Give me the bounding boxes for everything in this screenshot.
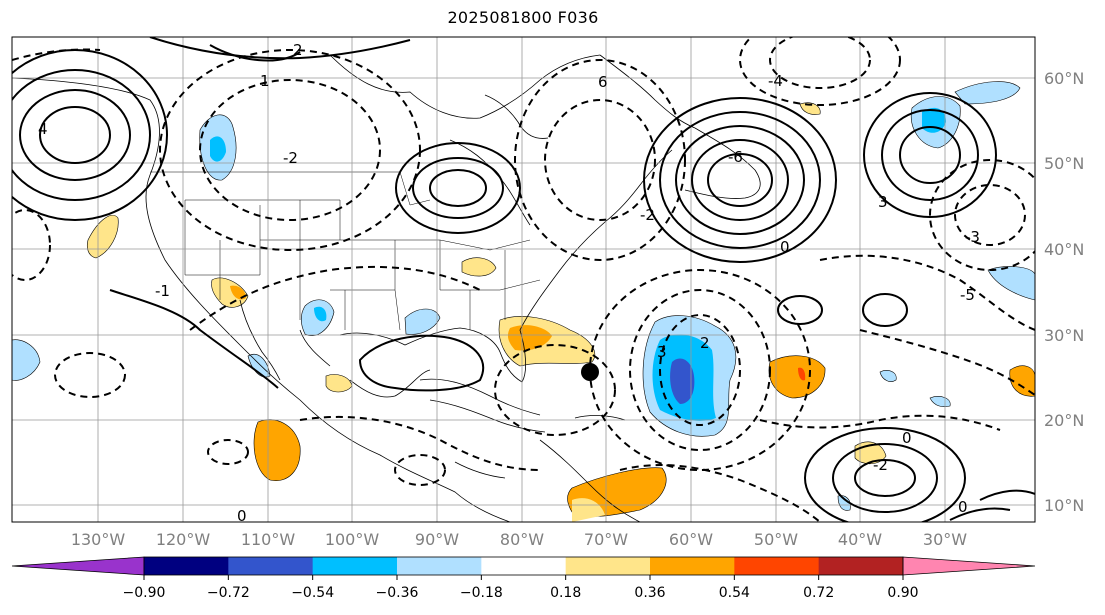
latitude-labels: 60°N 50°N 40°N 30°N 20°N 10°N — [1044, 69, 1084, 515]
colorbar: −0.90 −0.72 −0.54 −0.36 −0.18 0.18 0.36 0.54 0.7… — [11, 556, 1036, 601]
colorbar-bin — [565, 557, 651, 575]
contour-label: -1 — [155, 282, 170, 300]
lat-label: 50°N — [1044, 154, 1084, 173]
contour-label: 2 — [293, 41, 303, 59]
lon-label: 130°W — [71, 530, 126, 549]
colorbar-bin — [228, 557, 314, 575]
lon-label: 110°W — [241, 530, 296, 549]
map-panel: -2 -3 -1 0 1 2 -6 6 3 4 -4 -5 -2 0 -3 3 … — [12, 37, 1035, 525]
lon-label: 80°W — [500, 530, 544, 549]
contour-label: -2 — [873, 456, 888, 474]
contour-label: 3 — [878, 193, 888, 211]
negative-patch — [670, 358, 695, 404]
plot-title: 2025081800 F036 — [447, 8, 599, 27]
contour-label: 0 — [958, 498, 968, 516]
negative-patch — [314, 306, 327, 322]
contour-label: -5 — [960, 286, 975, 304]
lat-label: 30°N — [1044, 326, 1084, 345]
contour-label: 0 — [902, 429, 912, 447]
negative-patch — [954, 81, 1021, 105]
colorbar-tick-label: 0.36 — [634, 585, 665, 601]
positive-patch — [572, 498, 605, 522]
contour-label: -3 — [965, 228, 980, 246]
lon-label: 40°W — [838, 530, 882, 549]
colorbar-bin — [818, 557, 904, 575]
longitude-labels: 130°W 120°W 110°W 100°W 90°W 80°W 70°W 6… — [71, 530, 967, 549]
lon-label: 60°W — [669, 530, 713, 549]
positive-patch — [798, 367, 806, 381]
state-borders — [150, 171, 541, 331]
contour-label: 6 — [598, 73, 608, 91]
colorbar-bin — [650, 557, 735, 575]
colorbar-bin — [312, 557, 398, 575]
positive-patch — [253, 419, 301, 481]
lat-label: 20°N — [1044, 411, 1084, 430]
contour-label: 0 — [237, 507, 247, 525]
colorbar-tick-label: −0.72 — [207, 585, 250, 601]
negative-contours — [12, 37, 1035, 522]
colorbar-tick-label: −0.90 — [123, 585, 166, 601]
negative-patch — [210, 136, 226, 162]
colorbar-tick-label: 0.18 — [550, 585, 581, 601]
colorbar-tick-label: −0.36 — [376, 585, 419, 601]
negative-patch — [837, 495, 851, 511]
contour-label: 1 — [260, 72, 270, 90]
lat-label: 60°N — [1044, 69, 1084, 88]
colorbar-tick-label: 0.90 — [887, 585, 918, 601]
negative-patch — [879, 370, 897, 382]
lon-label: 120°W — [156, 530, 211, 549]
lon-label: 100°W — [325, 530, 380, 549]
colorbar-bin — [481, 557, 567, 575]
colorbar-bin — [144, 557, 229, 575]
negative-patch — [404, 308, 441, 335]
positive-contours — [12, 37, 1035, 522]
colorbar-bin — [397, 557, 482, 575]
colorbar-tick-label: −0.54 — [291, 585, 334, 601]
contour-label: -4 — [768, 72, 783, 90]
contour-label: 4 — [38, 120, 48, 138]
positive-patch — [799, 102, 821, 115]
lat-label: 10°N — [1044, 496, 1084, 515]
positive-patch — [211, 277, 249, 308]
colorbar-bin — [734, 557, 820, 575]
colorbar-extend-low — [11, 556, 145, 576]
contour-labels: -2 -3 -1 0 1 2 -6 6 3 4 -4 -5 -2 0 -3 3 … — [38, 41, 980, 525]
positive-patch — [507, 325, 552, 351]
storm-marker — [581, 363, 599, 381]
contour-label: 0 — [780, 238, 790, 256]
positive-patch — [461, 257, 497, 277]
shaded-fields — [12, 81, 1035, 522]
lat-label: 40°N — [1044, 240, 1084, 259]
lon-label: 30°W — [923, 530, 967, 549]
contour-label: -2 — [283, 149, 298, 167]
negative-patch — [987, 266, 1035, 301]
positive-patch — [86, 214, 119, 259]
positive-patch — [768, 355, 826, 399]
contour-label: 2 — [700, 334, 710, 352]
positive-patch — [1009, 365, 1035, 397]
colorbar-tick-label: 0.72 — [803, 585, 834, 601]
lon-label: 90°W — [415, 530, 459, 549]
contour-label: -2 — [640, 206, 655, 224]
colorbar-tick-label: 0.54 — [719, 585, 750, 601]
lon-label: 50°W — [754, 530, 798, 549]
colorbar-border — [143, 556, 904, 576]
colorbar-extend-high — [902, 556, 1036, 576]
negative-patch — [12, 339, 41, 381]
contour-label: -6 — [728, 148, 743, 166]
map-border — [11, 36, 1036, 523]
positive-patch — [230, 285, 246, 300]
colorbar-tick-label: −0.18 — [460, 585, 503, 601]
contour-label: 3 — [657, 343, 667, 361]
lon-label: 70°W — [584, 530, 628, 549]
